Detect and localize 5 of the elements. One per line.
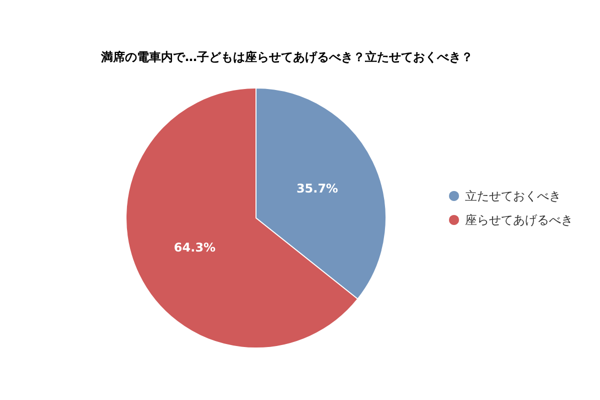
- legend-label: 座らせてあげるべき: [465, 213, 573, 227]
- data-label: 64.3%: [174, 240, 216, 255]
- data-label: 35.7%: [296, 181, 338, 196]
- legend-label: 立たせておくべき: [465, 189, 561, 203]
- chart-title: 満席の電車内で…子どもは座らせてあげるべき？立たせておくべき？: [100, 50, 473, 64]
